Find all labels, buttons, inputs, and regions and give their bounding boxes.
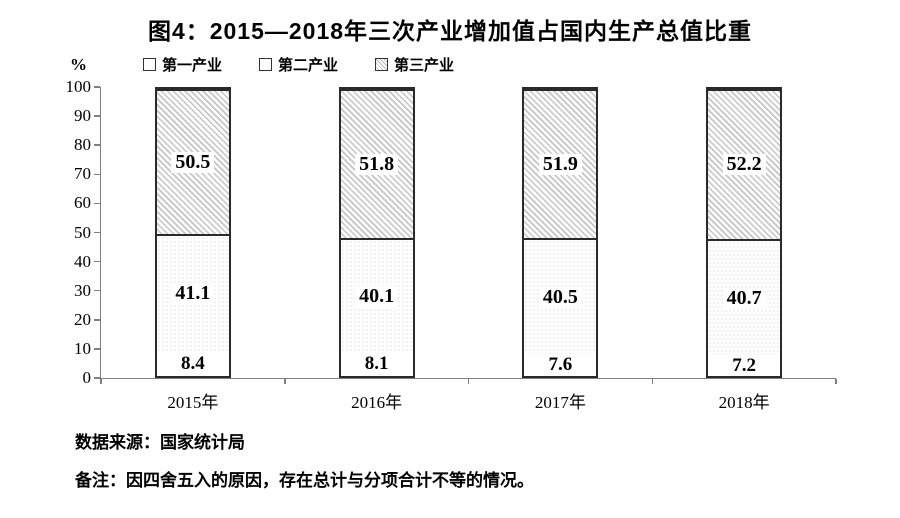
chart-title: 图4：2015—2018年三次产业增加值占国内生产总值比重 [147,18,753,44]
y-axis-tick-label: 70 [74,164,91,184]
segment-第一产业: 8.4 [156,351,229,376]
legend-item-secondary-industry: 第二产业 [259,54,338,75]
y-axis-tick-mark [94,348,100,350]
segment-value-label: 8.4 [181,352,205,374]
x-axis-tick-mark [100,379,102,384]
segment-第二产业: 40.1 [340,237,413,353]
x-axis-category-label: 2018年 [718,393,770,412]
y-axis-tick-label: 20 [74,309,91,329]
legend: 第一产业 第二产业 第三产业 [143,54,454,75]
y-axis-tick-mark [94,144,100,146]
segment-value-label: 41.1 [171,283,215,305]
stacked-bar-2017年: 7.6 40.5 51.9 [522,87,599,378]
y-axis-tick-label: 50 [74,222,91,242]
legend-label: 第一产业 [162,57,223,74]
legend-swatch-hatch-icon [375,58,389,71]
stacked-bar-2015年: 8.4 41.1 50.5 [154,87,231,378]
segment-第二产业: 40.7 [708,238,781,356]
segment-value-label: 50.5 [171,151,215,173]
y-axis-tick-label: 30 [74,280,91,300]
y-axis-tick-mark [94,319,100,321]
segment-value-label: 7.2 [732,354,756,376]
segment-value-label: 40.7 [722,287,766,309]
x-axis-category-label: 2015年 [167,393,219,412]
x-axis-tick-mark [467,379,470,384]
x-axis-tick-mark [284,379,286,384]
y-axis-tick-mark [94,377,100,379]
y-axis-tick-label: 40 [74,251,91,271]
segment-第三产业: 50.5 [156,89,229,234]
x-axis-tick-mark [651,379,653,384]
y-axis-tick-label: 10 [74,338,91,358]
x-axis-category-label: 2016年 [351,393,403,412]
plot-area: 0 10 20 30 40 50 60 70 80 90 100 8.4 41.1 50.5 2015年 8.… [66,78,837,412]
y-axis-tick-label: 90 [74,106,91,126]
segment-value-label: 51.9 [538,154,582,175]
segment-第一产业: 7.6 [524,354,597,376]
segment-第一产业: 8.1 [340,352,413,376]
segment-第三产业: 52.2 [708,89,781,239]
legend-label: 第三产业 [394,57,455,74]
segment-value-label: 40.1 [355,285,399,307]
x-axis-category-label: 2017年 [534,393,586,412]
y-axis-unit-label: % [70,55,87,74]
x-axis-tick-mark [835,379,837,384]
legend-label: 第二产业 [278,57,339,74]
segment-value-label: 8.1 [364,353,389,375]
stacked-bar-2016年: 8.1 40.1 51.8 [338,87,415,378]
chart-footer: 数据来源：国家统计局 备注：因四舍五入的原因，存在总计与分项合计不等的情况。 [75,428,534,504]
y-axis-tick-mark [94,260,100,263]
legend-swatch-white-icon [143,58,156,71]
segment-value-label: 7.6 [548,354,573,376]
segment-value-label: 40.5 [538,286,582,308]
y-axis-tick-mark [94,115,100,117]
y-axis-tick-label: 80 [74,135,91,155]
y-axis-tick-label: 0 [82,368,92,387]
stacked-bar-2018年: 7.2 40.7 52.2 [706,87,783,378]
y-axis-tick-label: 60 [74,193,91,213]
segment-value-label: 51.8 [355,153,399,175]
legend-item-primary-industry: 第一产业 [143,54,222,75]
y-axis-tick-mark [94,202,100,205]
segment-第二产业: 40.5 [524,237,597,355]
legend-item-tertiary-industry: 第三产业 [375,54,454,75]
segment-value-label: 52.2 [722,154,766,176]
segment-第三产业: 51.9 [524,89,597,238]
y-axis-tick-mark [94,231,100,234]
segment-第三产业: 51.8 [340,89,413,238]
y-axis-tick-label: 100 [65,77,92,96]
y-axis-tick-mark [94,173,100,176]
segment-第一产业: 7.2 [708,354,781,376]
segment-第二产业: 41.1 [156,233,229,352]
y-axis-tick-mark [94,289,100,292]
data-source-text: 数据来源：国家统计局 [75,433,245,452]
y-axis-tick-mark [94,86,100,88]
note-text: 备注：因四舍五入的原因，存在总计与分项合计不等的情况。 [75,471,534,490]
legend-swatch-white-icon [259,58,273,71]
